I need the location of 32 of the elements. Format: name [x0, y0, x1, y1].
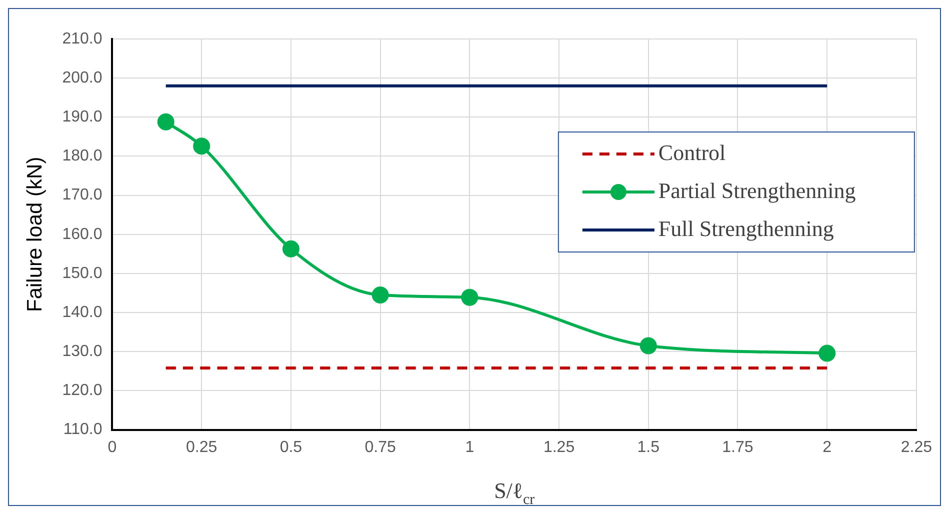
point: [282, 240, 300, 258]
x-tick-label: 1: [465, 438, 474, 456]
y-tick-label: 190.0: [62, 108, 102, 126]
x-tick-label: 1.25: [543, 438, 575, 456]
point: [372, 286, 389, 304]
legend-label: Control: [658, 140, 726, 165]
point: [157, 113, 174, 130]
y-axis-title: Failure load (kN): [23, 156, 46, 312]
x-tick-label: 2.25: [900, 438, 932, 456]
y-tick-label: 110.0: [63, 421, 102, 438]
y-tick-label: 150.0: [62, 264, 102, 282]
y-tick-label: 210.0: [62, 30, 102, 48]
legend-label: Partial Strengthenning: [658, 178, 856, 203]
point: [640, 337, 657, 354]
point: [193, 138, 210, 155]
point: [818, 344, 836, 362]
x-tick-label: 1.75: [722, 438, 754, 456]
y-tick-label: 160.0: [62, 226, 102, 243]
y-tick-label: 140.0: [62, 304, 102, 321]
y-tick-label: 130.0: [62, 343, 102, 360]
x-tick-label: 2: [822, 438, 832, 456]
x-tick-label: 0.5: [280, 438, 302, 456]
x-tick-label: 0.75: [364, 438, 396, 456]
y-tick-label: 170.0: [62, 186, 102, 204]
x-tick-label: 0: [108, 438, 117, 456]
x-tick-label: 0.25: [186, 438, 218, 456]
y-tick-label: 120.0: [62, 382, 102, 400]
point: [461, 288, 478, 306]
y-tick-label: 200.0: [62, 69, 102, 86]
y-tick-label: 180.0: [62, 148, 102, 165]
x-tick-label: 1.5: [637, 438, 660, 456]
legend-label: Full Strengthenning: [658, 216, 834, 241]
